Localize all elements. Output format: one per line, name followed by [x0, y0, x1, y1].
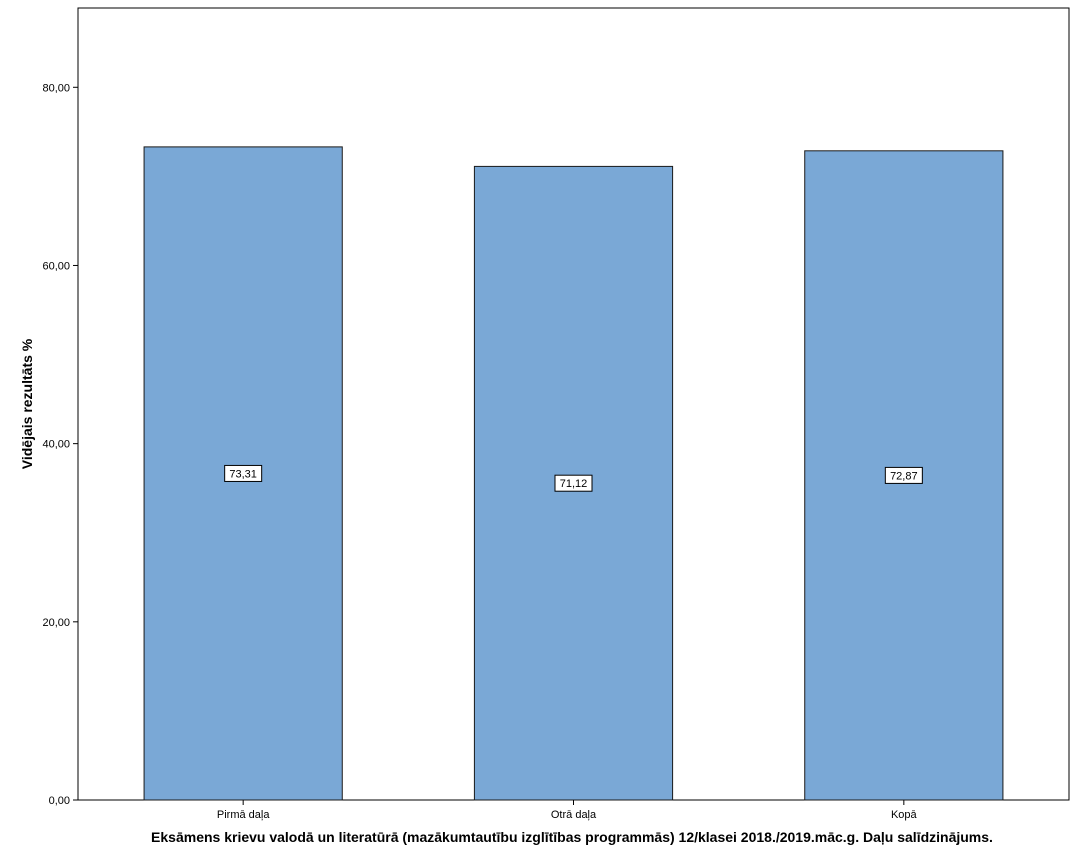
y-tick-label: 0,00 — [49, 795, 70, 807]
x-tick-label: Pirmā daļa — [217, 809, 270, 821]
data-label-box — [224, 464, 263, 482]
data-label-box — [554, 474, 593, 492]
y-tick-label: 80,00 — [42, 82, 70, 94]
bars-group: 73,31 71,12 72,87 — [143, 146, 1004, 801]
data-label: 71,12 — [560, 478, 588, 490]
data-label: 73,31 — [229, 468, 257, 480]
x-axis: Pirmā daļa Otrā daļa Kopā — [217, 800, 918, 821]
x-tick-label: Otrā daļa — [551, 809, 597, 821]
y-tick-label: 40,00 — [42, 439, 70, 451]
y-tick-label: 20,00 — [42, 617, 70, 629]
x-tick-label: Kopā — [891, 809, 918, 821]
y-axis: 0,00 20,00 40,00 60,00 80,00 — [42, 82, 78, 807]
x-axis-title: Eksāmens krievu valodā un literatūrā (ma… — [151, 829, 993, 845]
y-axis-title: Vidējais rezultāts % — [19, 338, 35, 469]
y-tick-label: 60,00 — [42, 260, 70, 272]
data-label: 72,87 — [890, 470, 918, 482]
data-label-box — [884, 466, 923, 484]
